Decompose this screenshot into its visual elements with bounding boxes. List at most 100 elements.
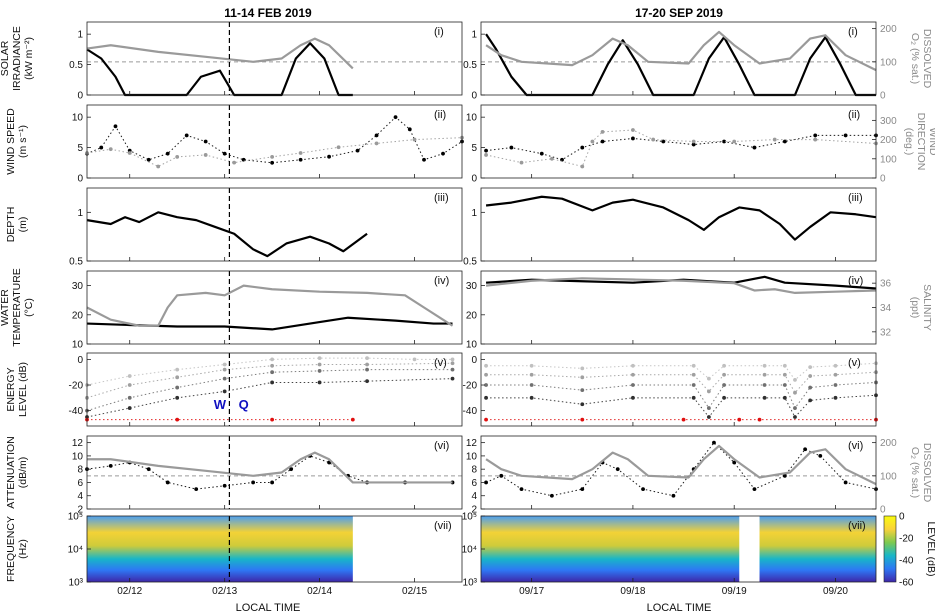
spectrogram-image <box>481 516 876 582</box>
y-tick-label: 4 <box>77 491 83 502</box>
y-tick-label: 10³ <box>69 578 84 589</box>
data-point <box>365 362 369 367</box>
y-tick-label: 10 <box>72 451 84 462</box>
data-point <box>146 157 151 162</box>
data-point <box>549 156 554 161</box>
y-tick-label: 0 <box>471 355 477 366</box>
panel-frame <box>86 435 463 510</box>
series-trace-band-3 <box>86 369 453 412</box>
data-point <box>722 363 726 368</box>
annotation-Q: Q <box>239 397 249 412</box>
data-point <box>793 415 797 419</box>
x-tick-label: 09/19 <box>722 586 747 597</box>
data-point <box>843 133 848 138</box>
series-line-dissolved-O2 <box>485 444 877 486</box>
y-tick-label: 10 <box>72 340 84 351</box>
x-tick-label: 09/17 <box>519 586 544 597</box>
annotation-W: W <box>214 397 227 412</box>
y-tick-label: 20 <box>466 310 478 321</box>
series-trace-wind-direction <box>86 137 463 168</box>
panel-id: (iii) <box>434 192 449 204</box>
panel-frame <box>480 270 877 345</box>
y-axis-label-0: SOLARIRRADIANCE(kW m⁻²) <box>0 26 35 91</box>
colorbar-tick-label: -40 <box>899 556 914 567</box>
y-axis-label-line: IRRADIANCE <box>11 26 23 91</box>
y-tick-label: 4 <box>471 491 477 502</box>
data-point <box>580 164 585 169</box>
y-axis-label-line: FREQUENCY <box>5 516 17 582</box>
series-line-salinity <box>485 277 877 294</box>
y-tick-label: 20 <box>72 310 84 321</box>
data-point <box>833 372 838 377</box>
series-line-water-temperature <box>86 316 453 331</box>
y-tick-label: 6 <box>471 478 477 489</box>
data-point <box>691 363 696 368</box>
series-line-depth <box>485 195 877 241</box>
panel-5-0: 2 4 6 8 10 12 (vi) <box>72 435 463 516</box>
series-line-dissolved-O2 <box>87 451 453 484</box>
right-y-tick-label: 0 <box>880 174 886 185</box>
right-y-tick-label: 200 <box>880 24 897 35</box>
y-axis-label-line: (m s⁻¹) <box>17 125 29 158</box>
x-tick-label: 02/13 <box>212 586 237 597</box>
panel-frame <box>86 352 463 427</box>
y-tick-label: 1 <box>77 208 83 219</box>
data-point <box>529 372 534 377</box>
y-axis-label-line: (dB/m) <box>17 457 29 489</box>
panel-id: (vii) <box>434 520 452 532</box>
y-tick-label: 0 <box>77 91 83 102</box>
y-tick-label: 30 <box>466 281 478 292</box>
y-tick-label: 8 <box>471 465 477 476</box>
right-y-tick-label: 32 <box>880 327 892 338</box>
y-tick-label: 10⁵ <box>462 512 477 523</box>
right-y-axis-label-line: DISSOLVED <box>921 443 933 503</box>
y-tick-label: 0 <box>77 355 83 366</box>
y-tick-label: 5 <box>471 143 477 154</box>
y-tick-label: 0 <box>471 91 477 102</box>
data-point <box>549 493 554 498</box>
y-tick-label: 10 <box>466 451 478 462</box>
panel-id: (vi) <box>434 440 449 452</box>
x-axis-label-right: LOCAL TIME <box>647 602 712 614</box>
x-axis-label-left: LOCAL TIME <box>236 602 301 614</box>
x-tick-label: 09/20 <box>823 586 848 597</box>
y-tick-label: 0 <box>77 174 83 185</box>
y-tick-label: 1 <box>471 30 477 41</box>
panel-frame <box>480 435 877 510</box>
y-tick-label: 0.5 <box>463 257 477 268</box>
y-tick-label: -20 <box>463 381 478 392</box>
data-point <box>317 380 322 385</box>
panel-id: (iv) <box>434 275 449 287</box>
panel-frame <box>480 104 877 179</box>
data-point <box>706 376 711 381</box>
y-axis-label-line: WATER <box>0 289 11 326</box>
series-trace-band-1 <box>486 362 877 381</box>
data-point <box>270 160 275 165</box>
y-tick-label: 10⁴ <box>462 545 477 556</box>
y-tick-label: 6 <box>77 478 83 489</box>
panel-frame <box>86 21 463 96</box>
data-point <box>374 141 379 146</box>
panel-2-1: 0.5 1 (iii) <box>463 187 877 268</box>
data-point <box>365 379 369 384</box>
panel-frame <box>86 187 463 262</box>
y-tick-label: 30 <box>72 281 84 292</box>
right-y-axis-label-line: O₂ (% sat.) <box>909 447 921 498</box>
panel-id: (i) <box>848 26 858 38</box>
right-y-axis-label-line: SALINITY <box>921 284 933 331</box>
y-tick-label: 2 <box>471 505 477 516</box>
x-tick-label: 02/12 <box>117 586 142 597</box>
y-tick-label: 10⁴ <box>68 545 83 556</box>
panel-id: (vii) <box>848 520 866 532</box>
panel-frame <box>480 352 877 427</box>
y-axis-label-line: WIND SPEED <box>5 108 17 175</box>
y-tick-label: 12 <box>466 438 478 449</box>
y-axis-label-3: WATERTEMPERATURE(°C) <box>0 268 35 347</box>
data-point <box>752 145 757 150</box>
right-y-axis-label-line: WIND <box>927 128 935 156</box>
data-point <box>782 372 787 377</box>
right-y-tick-label: 100 <box>880 154 897 165</box>
y-tick-label: 1 <box>471 208 477 219</box>
colorbar-tick-label: -60 <box>899 578 914 589</box>
